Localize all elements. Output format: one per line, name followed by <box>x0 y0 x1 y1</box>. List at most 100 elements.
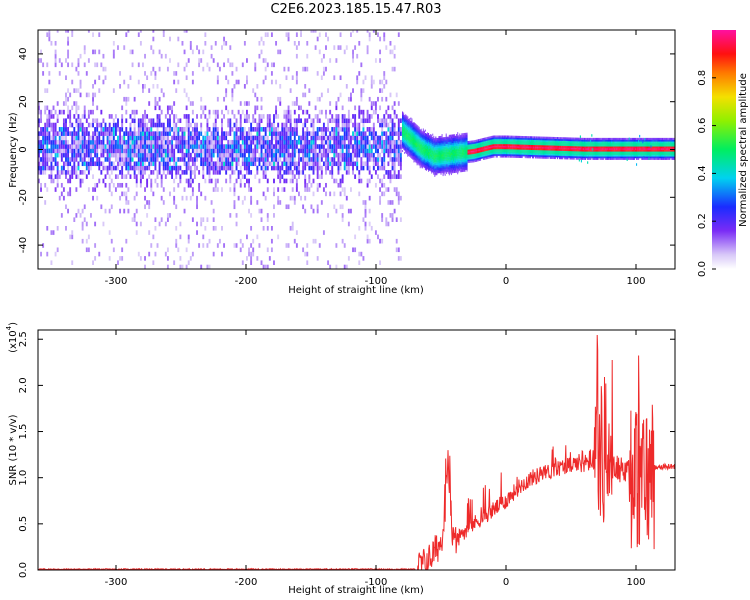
spectrogram-cell <box>414 144 416 147</box>
spectrogram-cell <box>432 168 434 171</box>
spectrogram-cell <box>462 149 464 152</box>
spectrogram-cell <box>399 161 402 167</box>
spectrogram-cell <box>476 147 478 150</box>
spectrogram-cell <box>71 30 74 33</box>
spectrogram-cell <box>175 225 178 231</box>
spectrogram-cell <box>248 161 250 167</box>
spectrogram-cell <box>436 161 438 164</box>
spectrogram-cell <box>231 88 234 93</box>
spectrogram-cell <box>499 142 501 145</box>
spectrogram-cell <box>243 101 246 106</box>
spectrogram-cell <box>451 149 454 152</box>
spectrogram-cell <box>329 135 332 141</box>
spectrogram-cell <box>513 154 515 157</box>
spectrogram-cell <box>160 131 163 136</box>
spectrogram-cell <box>135 161 138 167</box>
spectrogram-cell <box>181 40 184 46</box>
spectrogram-cell <box>484 151 486 154</box>
spectrogram-cell <box>347 114 350 119</box>
spectrogram-cell <box>285 243 288 248</box>
spectrogram-cell <box>87 114 90 119</box>
spectrogram-cell <box>469 157 471 160</box>
spectrogram-cell <box>160 161 163 167</box>
spectrogram-cell <box>156 118 159 124</box>
spectrogram-cell <box>273 260 275 265</box>
spectrogram-cell <box>452 149 455 152</box>
spectrogram-cell <box>175 88 178 93</box>
spectrogram-cell <box>507 140 509 143</box>
spectrogram-cell <box>114 114 117 119</box>
spectrogram-cell <box>440 150 442 153</box>
spectrogram-cell <box>383 157 386 162</box>
spectrogram-cell <box>210 161 213 167</box>
spectrogram-cell <box>262 174 265 179</box>
spectrogram-cell <box>302 152 305 158</box>
spectrogram-cell <box>446 145 448 148</box>
spectrogram-cell <box>495 135 497 138</box>
spectrogram-cell <box>436 158 438 161</box>
spectrogram-cell <box>391 174 394 179</box>
spectrogram-cell <box>465 146 467 149</box>
spectrogram-cell <box>227 79 230 85</box>
spectrogram-cell <box>106 165 109 171</box>
spectrogram-cell <box>100 127 103 132</box>
spectrogram-cell <box>148 230 151 235</box>
spectrogram-cell <box>493 138 495 141</box>
spectrogram-cell <box>56 101 59 106</box>
spectrogram-cell <box>366 161 369 167</box>
spectrogram-cell <box>179 148 182 154</box>
spectrogram-cell <box>442 172 444 175</box>
spectrogram-cell <box>94 79 97 85</box>
spectrogram-cell <box>474 149 476 152</box>
spectrogram-cell <box>462 163 464 166</box>
spectrogram-cell <box>454 139 456 142</box>
spectrogram-cell <box>102 53 105 59</box>
spectrogram-cell <box>433 169 435 172</box>
spectrogram-cell <box>444 173 446 176</box>
spectrogram-cell <box>436 159 438 162</box>
spectrogram-cell <box>48 135 51 141</box>
spectrogram-cell <box>258 208 261 214</box>
spectrogram-cell <box>114 144 117 149</box>
spectrogram-cell <box>409 138 411 141</box>
spectrogram-cell <box>452 137 455 140</box>
spectrogram-cell <box>214 225 217 231</box>
spectrogram-cell <box>196 221 198 227</box>
spectrogram-cell <box>381 88 384 93</box>
spectrogram-cell <box>512 155 514 158</box>
spectrogram-cell <box>77 114 80 119</box>
spectrogram-cell <box>258 243 261 248</box>
spectrogram-cell <box>493 140 495 143</box>
spectrogram-cell <box>293 200 296 205</box>
spectrogram-cell <box>404 130 406 133</box>
spectrogram-cell <box>347 148 350 154</box>
spectrogram-cell <box>460 163 462 166</box>
spectrogram-cell <box>485 142 487 145</box>
spectrogram-cell <box>287 32 290 37</box>
spectrogram-cell <box>279 101 282 106</box>
spectrogram-cell <box>366 152 369 158</box>
spectrogram-cell <box>291 174 294 179</box>
spectrogram-cell <box>406 128 408 131</box>
spectrogram-cell <box>183 187 186 192</box>
spectrogram-cell <box>248 208 250 214</box>
spectrogram-cell <box>206 139 209 145</box>
spectrogram-cell <box>418 150 420 153</box>
spectrogram-cell <box>454 164 456 167</box>
spectrogram-cell <box>433 155 435 158</box>
spectrogram-cell <box>366 45 369 50</box>
spectrogram-cell <box>456 159 458 162</box>
spectrogram-cell <box>100 152 103 158</box>
spectrogram-cell <box>71 174 74 179</box>
spectrogram-cell <box>447 146 449 149</box>
spectrogram-cell <box>108 161 111 167</box>
spectrogram-cell <box>412 122 414 125</box>
spectrogram-cell <box>277 187 280 192</box>
spectrogram-cell <box>283 170 286 175</box>
spectrogram-cell <box>191 157 194 162</box>
spectrogram-cell <box>424 141 426 144</box>
spectrogram-cell <box>433 150 435 153</box>
spectrogram-cell <box>403 142 405 145</box>
spectrogram-cell <box>428 153 430 156</box>
spectrogram-cell <box>248 131 250 136</box>
